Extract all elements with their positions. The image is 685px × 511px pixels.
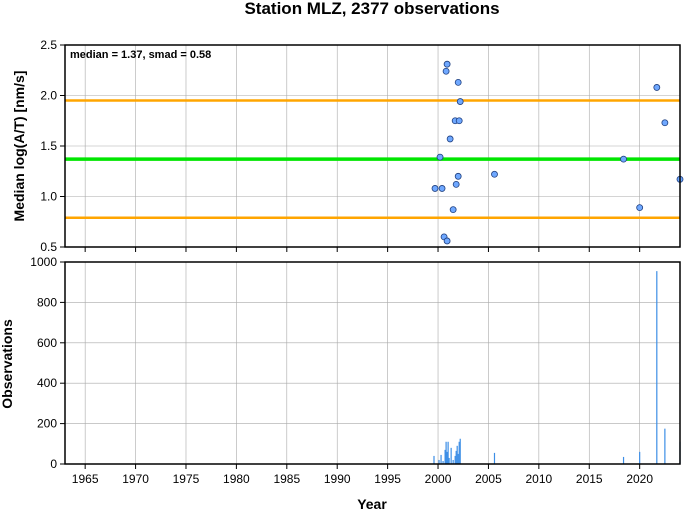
median-y-tick-label: 0.5 (40, 240, 57, 254)
x-tick-label: 1995 (374, 472, 401, 486)
median-point (620, 155, 627, 163)
median-point (653, 84, 661, 91)
observations-y-tick-label: 0 (50, 457, 57, 471)
x-tick-label: 2000 (425, 472, 452, 486)
median-point (456, 98, 464, 105)
observations-plot-frame (64, 261, 681, 465)
median-y-tick-label: 2.0 (40, 89, 57, 103)
median-point (661, 119, 669, 127)
median-y-tick-label: 1.5 (40, 139, 57, 153)
observations-y-tick-label: 800 (37, 295, 57, 309)
x-tick-label: 1965 (72, 472, 99, 486)
median-point (449, 206, 457, 214)
x-axis-label: Year (357, 496, 387, 511)
x-tick-label: 2020 (626, 472, 653, 486)
median-point (443, 60, 451, 68)
median-point (454, 78, 462, 86)
x-tick-label: 2015 (576, 472, 603, 486)
median-grid (65, 44, 680, 248)
x-tick-label: 1990 (324, 472, 351, 486)
median-point (491, 170, 498, 178)
chart-title: Station MLZ, 2377 observations (244, 0, 499, 18)
median-point (454, 172, 462, 180)
median-point (446, 135, 454, 143)
observations-y-axis-label: Observations (0, 319, 15, 409)
median-y-ticks: 0.5 1.0 1.5 2.0 2.5 (40, 38, 65, 254)
x-tick-label: 1970 (122, 472, 149, 486)
x-tick-label: 1985 (273, 472, 300, 486)
median-point (452, 180, 460, 188)
observations-plot-area (65, 262, 680, 464)
observations-y-tick-label: 600 (37, 336, 57, 350)
median-y-axis-label: Median log(A/T) [nm/s] (11, 71, 27, 222)
observations-y-tick-label: 1000 (30, 255, 57, 269)
x-tick-label: 1975 (173, 472, 200, 486)
x-tick-label: 2005 (475, 472, 502, 486)
median-point (436, 153, 444, 161)
median-point (636, 204, 644, 212)
median-panel: 0.5 1.0 1.5 2.0 2.5 median = 1.37, smad = 0.… (11, 38, 684, 254)
median-point (455, 117, 463, 125)
x-tick-label: 1980 (223, 472, 250, 486)
reference-lines (65, 99, 680, 219)
median-point (442, 67, 450, 75)
median-point (431, 185, 439, 192)
median-points (431, 60, 684, 245)
x-tick-label: 2010 (526, 472, 553, 486)
median-y-tick-label: 2.5 (40, 38, 57, 52)
median-x-ticks (84, 247, 641, 252)
observations-y-ticks: 0 200 400 600 800 1000 (30, 255, 65, 471)
median-point (443, 237, 451, 245)
median-point (438, 185, 446, 192)
median-annotation: median = 1.37, smad = 0.58 (70, 49, 211, 61)
observations-y-tick-label: 200 (37, 417, 57, 431)
median-y-tick-label: 1.0 (40, 190, 57, 204)
observations-y-tick-label: 400 (37, 376, 57, 390)
observations-x-ticks: 1965 1970 1975 1980 1985 1990 1995 2000 2005 2010… (72, 464, 653, 486)
observations-bars (433, 271, 681, 464)
